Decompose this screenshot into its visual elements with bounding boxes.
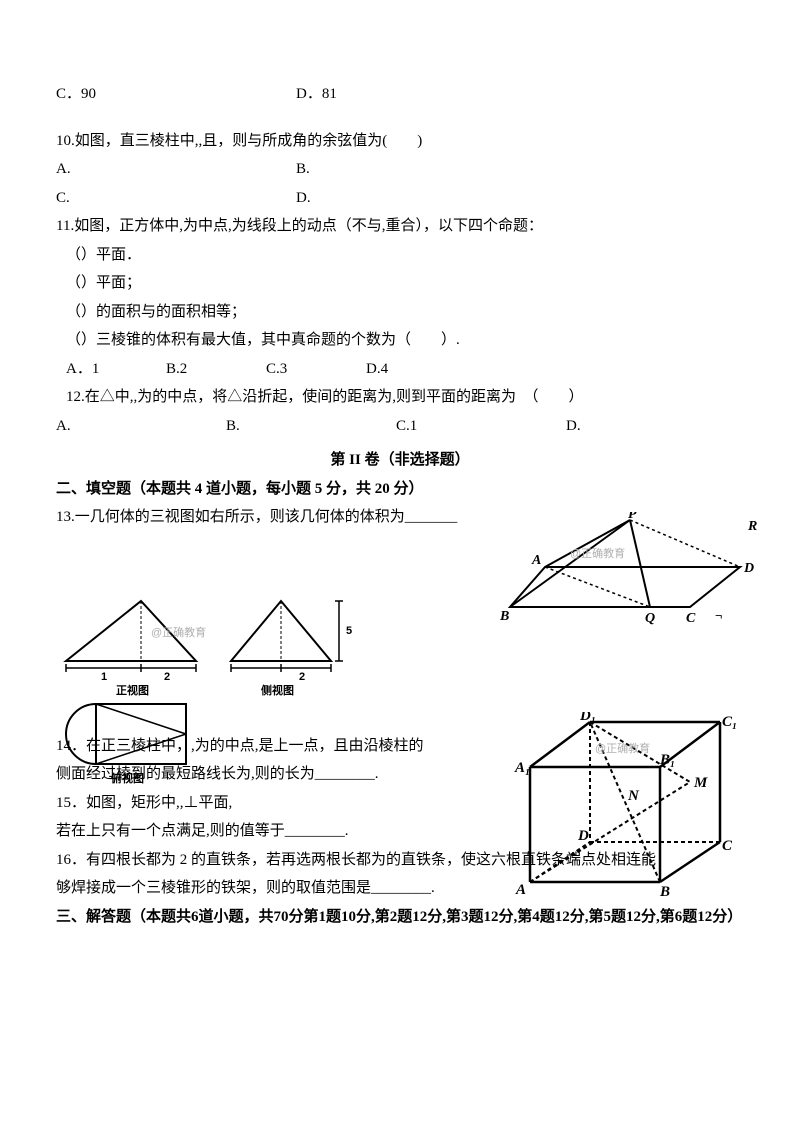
fig-num-5: 5 <box>346 625 352 637</box>
q11-p4: （）三棱锥的体积有最大值，其中真命题的个数为（ ）. <box>56 326 744 355</box>
q12-opt-b: B. <box>226 412 396 441</box>
fig-num-1: 1 <box>101 671 107 683</box>
q10-opt-b: B. <box>296 155 536 184</box>
q12-opt-c: C.1 <box>396 412 566 441</box>
fig-num-2b: 2 <box>299 671 305 683</box>
q12-opt-a: A. <box>56 412 226 441</box>
fig-side-label: 侧视图 <box>261 683 294 697</box>
q12-opt-d: D. <box>566 412 736 441</box>
fig-front-label: 正视图 <box>116 683 149 697</box>
label-B1: B₁ <box>659 752 675 768</box>
q11-opt-c: C.3 <box>266 355 366 384</box>
q12-stem: 12.在△中,,为的中点，将△沿折起，使间的距离为,则到平面的距离为 （ ） <box>56 383 744 412</box>
q11-opt-b: B.2 <box>166 355 266 384</box>
q11-stem: 11.如图，正方体中,为中点,为线段上的动点（不与,重合），以下四个命题： <box>56 212 744 241</box>
label-M: M <box>693 775 708 791</box>
watermark-par: @正确教育 <box>570 546 625 560</box>
q9-opt-c: C．90 <box>56 80 296 109</box>
q10-opt-d: D. <box>296 184 536 213</box>
q13-stem: 13.一几何体的三视图如右所示，则该几何体的体积为_______ <box>56 503 476 532</box>
q11-opt-d: D.4 <box>366 355 466 384</box>
q11-options: A．1 B.2 C.3 D.4 <box>56 355 744 384</box>
label-C: C <box>686 611 696 626</box>
watermark-cub: @正确教育 <box>595 741 650 755</box>
label-A1: A₁ <box>514 760 530 776</box>
q11-p1: （）平面． <box>56 241 744 270</box>
label-N: N <box>627 788 640 804</box>
part2-title: 第 II 卷（非选择题） <box>56 446 744 475</box>
label-Cb: C <box>722 838 733 854</box>
fig-top-label: 俯视图 <box>111 771 144 785</box>
label-Ab: A <box>515 882 526 898</box>
label-Bb: B <box>659 884 670 900</box>
section3-heading: 三、解答题（本题共6道小题，共70分第1题10分,第2题12分,第3题12分,第… <box>56 903 744 932</box>
q11-opt-a: A．1 <box>66 355 166 384</box>
label-A: A <box>531 553 541 568</box>
q10-opt-c: C. <box>56 184 296 213</box>
fig-num-2a: 2 <box>164 671 170 683</box>
q10-opt-a: A. <box>56 155 296 184</box>
q11-p3: （）的面积与的面积相等； <box>56 298 744 327</box>
label-D: D <box>743 561 754 576</box>
q10-stem: 10.如图，直三棱柱中,,且，则与所成角的余弦值为( ) <box>56 127 744 156</box>
label-D1: D₁ <box>579 712 596 724</box>
q12-options: A. B. C.1 D. <box>56 412 744 441</box>
q10-options: A. B. C. D. <box>56 155 744 212</box>
section2-heading: 二、填空题（本题共 4 道小题，每小题 5 分，共 20 分） <box>56 475 744 504</box>
label-B: B <box>500 609 509 624</box>
figure-parallelogram: P R A B C D Q ¬ @正确教育 <box>500 512 760 632</box>
label-P: P <box>628 512 637 522</box>
label-R: R <box>747 519 757 534</box>
label-C1: C₁ <box>722 714 737 730</box>
watermark-tri: @正确教育 <box>151 625 206 639</box>
q9-opt-d: D．81 <box>296 80 337 109</box>
svg-text:¬: ¬ <box>715 608 722 623</box>
q9-options: C．90 D．81 <box>56 80 744 109</box>
q11-p2: （）平面； <box>56 269 744 298</box>
label-Db: D <box>577 828 589 844</box>
label-Q: Q <box>645 611 655 626</box>
figure-three-views: 1 2 正视图 @正确教育 2 5 侧视图 俯视图 <box>56 586 376 786</box>
figure-cuboid: A₁ B₁ C₁ D₁ A B C D M N @正确教育 <box>510 712 740 902</box>
